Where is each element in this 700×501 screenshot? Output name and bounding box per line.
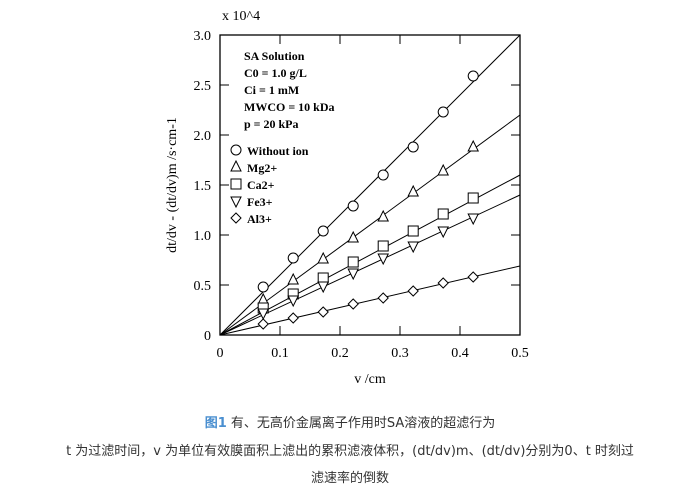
fit-line xyxy=(219,34,521,336)
data-point xyxy=(257,281,269,293)
y-tick-label: 0.5 xyxy=(194,279,212,294)
data-point xyxy=(437,163,450,176)
data-point xyxy=(437,208,449,220)
data-point xyxy=(257,318,269,330)
legend-marker xyxy=(230,212,242,224)
legend-label: Without ion xyxy=(247,144,309,158)
x-tick-label: 0.1 xyxy=(271,346,289,361)
legend-marker xyxy=(230,196,242,209)
data-point xyxy=(407,285,419,297)
data-point xyxy=(467,271,479,283)
chart: 0 0.1 0.2 0.3 0.4 0.5 0 0.5 1.0 1.5 2.0 2.5 3.0 v /cm… xyxy=(165,29,529,387)
x-tick-label: 0 xyxy=(217,346,224,361)
data-point xyxy=(317,251,330,264)
y-tick-label: 1.5 xyxy=(194,179,212,194)
legend-marker xyxy=(230,144,242,156)
data-point xyxy=(257,308,270,321)
y-tick-label: 0 xyxy=(204,329,211,344)
legend-label: Mg2+ xyxy=(247,161,277,175)
y-axis-label: dt/dv - (dt/dv)m /s·cm-1 xyxy=(165,117,180,253)
data-point xyxy=(377,253,390,266)
data-point xyxy=(407,141,419,153)
y-tick-label: 2.5 xyxy=(194,79,212,94)
y-tick-label: 2.0 xyxy=(194,129,212,144)
caption-title-text: 有、无高价金属离子作用时SA溶液的超滤行为 xyxy=(230,416,496,431)
data-point xyxy=(377,209,390,222)
legend-label: Al3+ xyxy=(247,212,272,226)
y-multiplier: x 10^4 xyxy=(222,9,261,24)
data-point xyxy=(317,281,330,294)
data-point xyxy=(287,252,299,264)
y-tick-label: 1.0 xyxy=(194,229,212,244)
data-point xyxy=(407,241,420,254)
data-point xyxy=(437,226,450,239)
data-point xyxy=(437,106,449,118)
x-tick-label: 0.3 xyxy=(391,346,409,361)
annotation: MWCO = 10 kDa xyxy=(244,100,335,114)
legend-marker xyxy=(230,159,242,172)
annotation: SA Solution xyxy=(244,49,305,63)
data-point xyxy=(347,268,360,281)
caption-title: 图1 有、无高价金属离子作用时SA溶液的超滤行为 xyxy=(0,412,700,431)
x-axis-label: v /cm xyxy=(354,372,386,387)
x-tick-label: 0.2 xyxy=(331,346,349,361)
data-point xyxy=(347,200,359,212)
y-tick-label: 3.0 xyxy=(194,29,212,44)
data-point xyxy=(347,298,359,310)
data-point xyxy=(467,139,480,152)
data-point xyxy=(377,169,389,181)
x-tick-label: 0.5 xyxy=(511,346,529,361)
data-point xyxy=(347,230,360,243)
legend-label: Fe3+ xyxy=(247,195,273,209)
data-point xyxy=(407,225,419,237)
data-point xyxy=(467,192,479,204)
annotation: Ci = 1 mM xyxy=(244,83,299,97)
data-point xyxy=(377,240,389,252)
data-point xyxy=(287,295,300,308)
data-point xyxy=(317,225,329,237)
x-tick-label: 0.4 xyxy=(451,346,469,361)
caption-note-line1: t 为过滤时间，v 为单位有效膜面积上滤出的累积滤液体积，(dt/dv)m、(d… xyxy=(66,444,634,459)
annotation: C0 = 1.0 g/L xyxy=(244,66,307,80)
data-point xyxy=(437,277,449,289)
legend-label: Ca2+ xyxy=(247,178,275,192)
figure-number: 图1 xyxy=(204,416,227,431)
data-point xyxy=(377,292,389,304)
data-point xyxy=(317,306,329,318)
data-point xyxy=(467,213,480,226)
data-point xyxy=(347,256,359,268)
data-point xyxy=(287,272,300,285)
legend-marker xyxy=(230,178,242,190)
data-point xyxy=(467,70,479,82)
caption-note-line2: 滤速率的倒数 xyxy=(310,471,389,486)
data-point xyxy=(407,184,420,197)
annotation: p = 20 kPa xyxy=(244,117,299,131)
fit-line xyxy=(219,114,521,336)
data-point xyxy=(287,312,299,324)
